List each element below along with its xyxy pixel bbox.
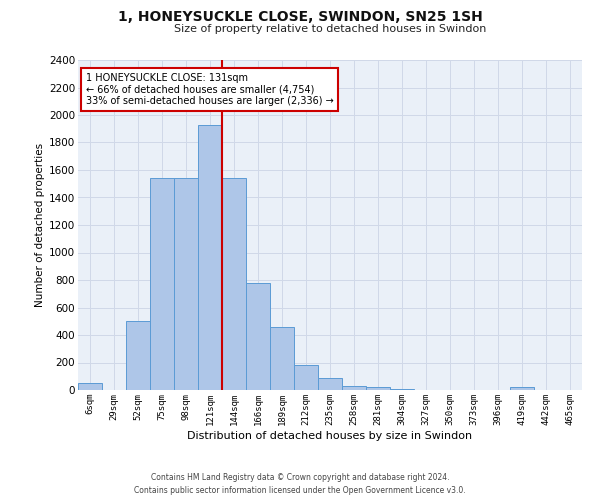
Bar [294, 364, 318, 390]
X-axis label: Distribution of detached houses by size in Swindon: Distribution of detached houses by size … [187, 430, 473, 440]
Bar [222, 178, 246, 390]
Bar [342, 386, 366, 390]
Text: 1 HONEYSUCKLE CLOSE: 131sqm
← 66% of detached houses are smaller (4,754)
33% of : 1 HONEYSUCKLE CLOSE: 131sqm ← 66% of det… [86, 73, 334, 106]
Y-axis label: Number of detached properties: Number of detached properties [35, 143, 45, 307]
Bar [78, 383, 102, 390]
Bar [510, 387, 534, 390]
Bar [246, 283, 270, 390]
Bar [126, 322, 150, 390]
Bar [366, 386, 390, 390]
Bar [270, 327, 294, 390]
Bar [150, 178, 174, 390]
Bar [318, 378, 342, 390]
Title: Size of property relative to detached houses in Swindon: Size of property relative to detached ho… [174, 24, 486, 34]
Bar [174, 178, 198, 390]
Text: Contains HM Land Registry data © Crown copyright and database right 2024.
Contai: Contains HM Land Registry data © Crown c… [134, 474, 466, 495]
Text: 1, HONEYSUCKLE CLOSE, SWINDON, SN25 1SH: 1, HONEYSUCKLE CLOSE, SWINDON, SN25 1SH [118, 10, 482, 24]
Bar [198, 124, 222, 390]
